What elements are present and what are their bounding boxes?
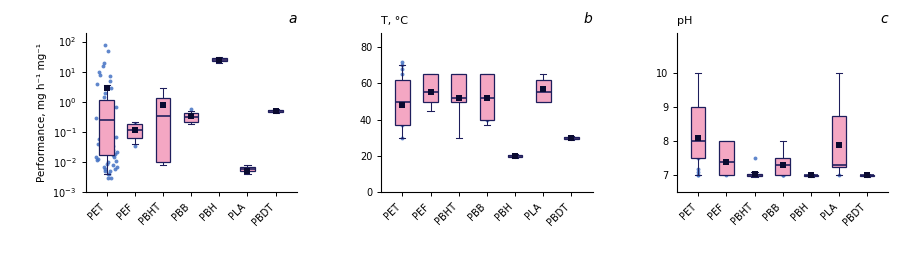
Text: pH: pH	[677, 16, 692, 26]
Bar	[184, 113, 199, 122]
Bar	[747, 174, 761, 176]
Bar	[775, 158, 790, 176]
Bar	[719, 141, 733, 176]
Bar	[212, 58, 227, 61]
Bar	[240, 167, 255, 171]
Text: b: b	[584, 12, 592, 26]
Bar	[480, 74, 494, 120]
Text: a: a	[288, 12, 297, 26]
Bar	[536, 80, 551, 102]
Bar	[804, 175, 818, 176]
Bar	[452, 74, 466, 102]
Y-axis label: Performance, mg h⁻¹ mg⁻¹: Performance, mg h⁻¹ mg⁻¹	[37, 43, 47, 182]
Bar	[832, 116, 846, 167]
Bar	[508, 155, 522, 157]
Bar	[423, 74, 438, 102]
Bar	[268, 110, 283, 112]
Bar	[128, 124, 142, 138]
Text: T, °C: T, °C	[382, 16, 409, 26]
Bar	[860, 175, 875, 176]
Bar	[564, 137, 579, 139]
Bar	[395, 80, 410, 125]
Bar	[99, 100, 114, 154]
Bar	[156, 99, 170, 162]
Text: c: c	[881, 12, 888, 26]
Bar	[691, 107, 706, 158]
